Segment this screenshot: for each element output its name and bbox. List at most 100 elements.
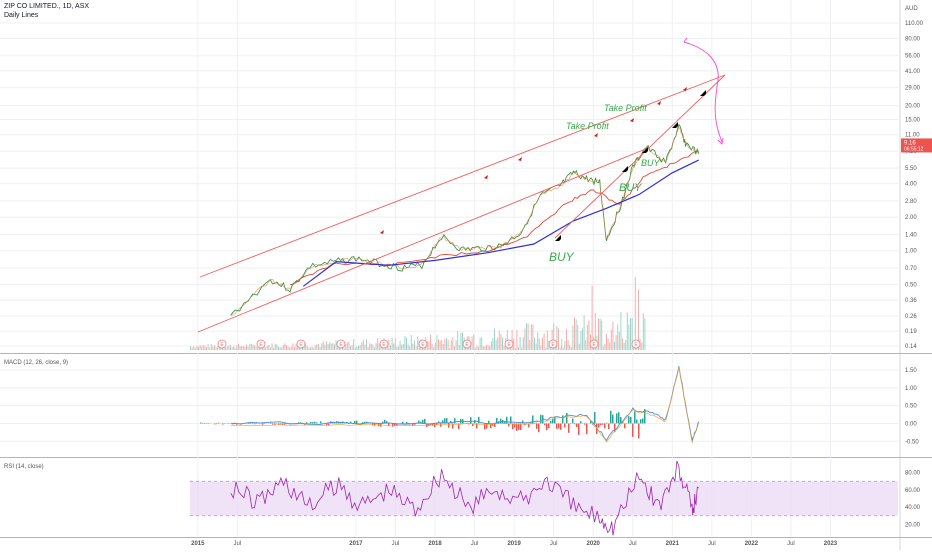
price-line-secondary bbox=[231, 127, 699, 316]
volume-bar bbox=[566, 329, 567, 350]
volume-bar bbox=[526, 323, 527, 350]
volume-bar bbox=[622, 338, 623, 350]
volume-bar bbox=[435, 343, 436, 350]
macd-histogram-bar bbox=[478, 417, 480, 424]
x-tick-label: 2021 bbox=[666, 541, 680, 547]
volume-bar bbox=[609, 342, 610, 350]
volume-bar bbox=[203, 345, 204, 350]
macd-histogram-bar bbox=[584, 423, 586, 424]
volume-bar bbox=[500, 334, 501, 350]
volume-bar bbox=[244, 347, 245, 350]
volume-bar bbox=[286, 345, 287, 350]
volume-bar bbox=[291, 347, 292, 350]
volume-bar bbox=[360, 345, 361, 350]
volume-bar bbox=[377, 338, 378, 350]
volume-bar bbox=[305, 343, 306, 350]
volume-bar bbox=[230, 345, 231, 350]
macd-histogram-bar bbox=[284, 423, 286, 424]
volume-bar bbox=[462, 333, 463, 350]
volume-bar bbox=[347, 342, 348, 350]
volume-bar bbox=[211, 344, 212, 350]
rsi-tick-label: 80.00 bbox=[905, 471, 921, 477]
annotation-label: BUY bbox=[641, 158, 661, 168]
volume-bar bbox=[537, 332, 538, 350]
volume-bar bbox=[521, 348, 522, 350]
volume-bar bbox=[496, 340, 497, 350]
volume-bar bbox=[545, 348, 546, 350]
macd-histogram-bar bbox=[314, 422, 316, 424]
volume-bar bbox=[190, 346, 191, 350]
macd-histogram-bar bbox=[638, 423, 640, 438]
macd-histogram-bar bbox=[574, 423, 576, 424]
volume-bar bbox=[624, 343, 625, 350]
volume-bar bbox=[334, 344, 335, 350]
volume-bar bbox=[344, 348, 345, 350]
macd-histogram-bar bbox=[636, 419, 638, 423]
volume-bar bbox=[404, 336, 405, 350]
macd-histogram-bar bbox=[306, 422, 308, 423]
volume-bar bbox=[454, 346, 455, 350]
arrow-marker bbox=[622, 166, 628, 172]
volume-bar bbox=[390, 345, 391, 350]
volume-bar bbox=[523, 337, 524, 350]
volume-bar bbox=[310, 347, 311, 350]
volume-bar bbox=[212, 346, 213, 350]
volume-bar bbox=[502, 338, 503, 350]
volume-bar bbox=[352, 345, 353, 350]
volume-bar bbox=[513, 338, 514, 350]
volume-bar bbox=[561, 339, 562, 350]
volume-bar bbox=[528, 324, 529, 350]
volume-bar bbox=[449, 348, 450, 350]
volume-bar bbox=[529, 340, 530, 350]
volume-bar bbox=[433, 347, 434, 350]
volume-bar bbox=[195, 348, 196, 350]
macd-histogram-bar bbox=[270, 423, 272, 424]
volume-bar bbox=[588, 320, 589, 350]
volume-bar bbox=[331, 344, 332, 350]
volume-bar bbox=[643, 313, 644, 350]
volume-bar bbox=[614, 342, 615, 350]
volume-bar bbox=[608, 339, 609, 350]
volume-bar bbox=[246, 345, 247, 350]
volume-bar bbox=[540, 345, 541, 350]
signal-line bbox=[231, 367, 699, 443]
macd-line bbox=[231, 366, 699, 440]
volume-bar bbox=[440, 341, 441, 350]
volume-bar bbox=[324, 345, 325, 350]
volume-bar bbox=[243, 346, 244, 350]
volume-bar bbox=[563, 348, 564, 350]
macd-histogram-bar bbox=[624, 423, 626, 428]
volume-bar bbox=[430, 335, 431, 350]
volume-bar bbox=[606, 334, 607, 350]
volume-bar bbox=[204, 346, 205, 350]
volume-bar bbox=[355, 348, 356, 350]
macd-histogram-bar bbox=[348, 423, 350, 424]
volume-bar bbox=[350, 346, 351, 350]
volume-bar bbox=[536, 343, 537, 350]
price-tick-label: 15.00 bbox=[905, 118, 921, 124]
volume-bar bbox=[265, 348, 266, 350]
volume-bar bbox=[392, 338, 393, 350]
macd-histogram-bar bbox=[628, 416, 630, 423]
lower-trendline-right bbox=[555, 75, 725, 238]
macd-histogram-bar bbox=[538, 423, 540, 432]
x-tick-label: 2018 bbox=[428, 541, 442, 547]
flag-marker bbox=[657, 101, 661, 105]
volume-bar bbox=[633, 348, 634, 350]
price-tick-label: 0.50 bbox=[905, 282, 917, 288]
volume-bar bbox=[628, 324, 629, 350]
volume-bar bbox=[200, 345, 201, 350]
ma-slow-line bbox=[303, 160, 698, 286]
volume-bar bbox=[532, 325, 533, 350]
volume-bar bbox=[318, 344, 319, 350]
macd-tick-label: 1.00 bbox=[905, 386, 917, 392]
volume-bar bbox=[484, 346, 485, 350]
volume-bar bbox=[312, 347, 313, 350]
volume-bar bbox=[539, 339, 540, 350]
volume-bar bbox=[321, 343, 322, 350]
volume-bar bbox=[364, 345, 365, 350]
macd-histogram-bar bbox=[634, 411, 636, 423]
x-tick-label: 2022 bbox=[745, 541, 759, 547]
volume-bar bbox=[459, 345, 460, 350]
